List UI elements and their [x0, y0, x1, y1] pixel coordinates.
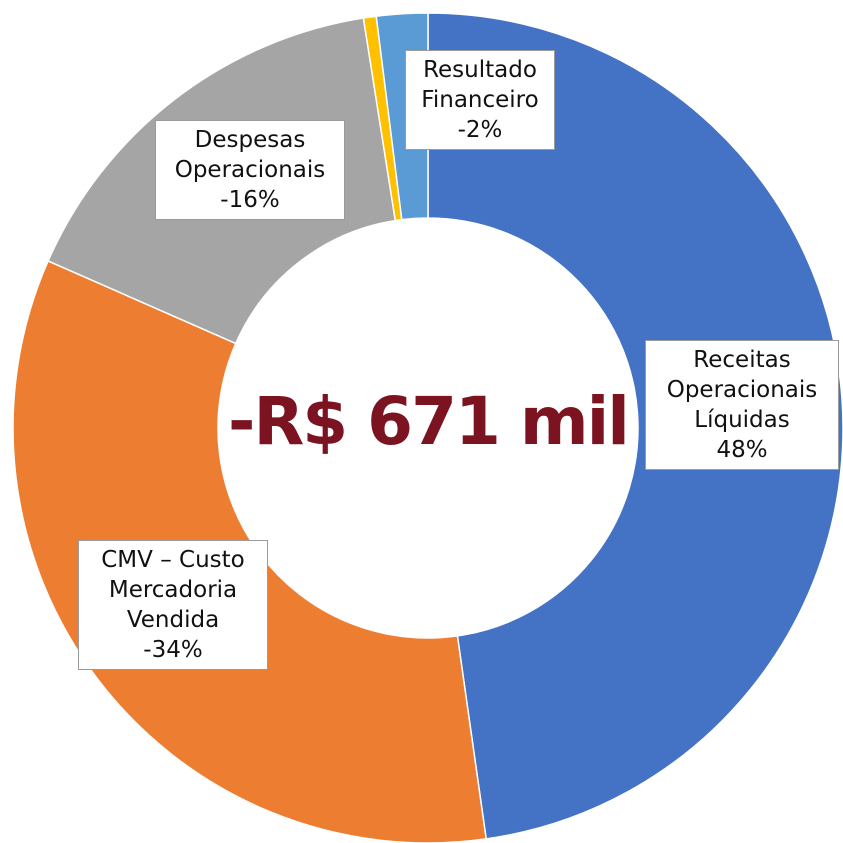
- value-label: -34%: [143, 637, 203, 663]
- value-label: 48%: [716, 437, 768, 463]
- value-label: -16%: [220, 187, 280, 213]
- slice-label: CMV – Custo Mercadoria Vendida -34%: [78, 540, 268, 670]
- slice-label: Resultado Financeiro -2%: [405, 50, 555, 150]
- slice-label: Despesas Operacionais -16%: [155, 120, 345, 220]
- category-label: Receitas Operacionais Líquidas: [666, 347, 818, 433]
- slice-label: Receitas Operacionais Líquidas 48%: [645, 340, 839, 470]
- value-label: -2%: [457, 117, 503, 143]
- donut-slice: [427, 12, 843, 840]
- center-total: -R$ 671 mil: [228, 383, 630, 460]
- category-label: CMV – Custo Mercadoria Vendida: [101, 547, 245, 633]
- category-label: Resultado Financeiro: [421, 57, 539, 113]
- category-label: Despesas Operacionais: [174, 127, 326, 183]
